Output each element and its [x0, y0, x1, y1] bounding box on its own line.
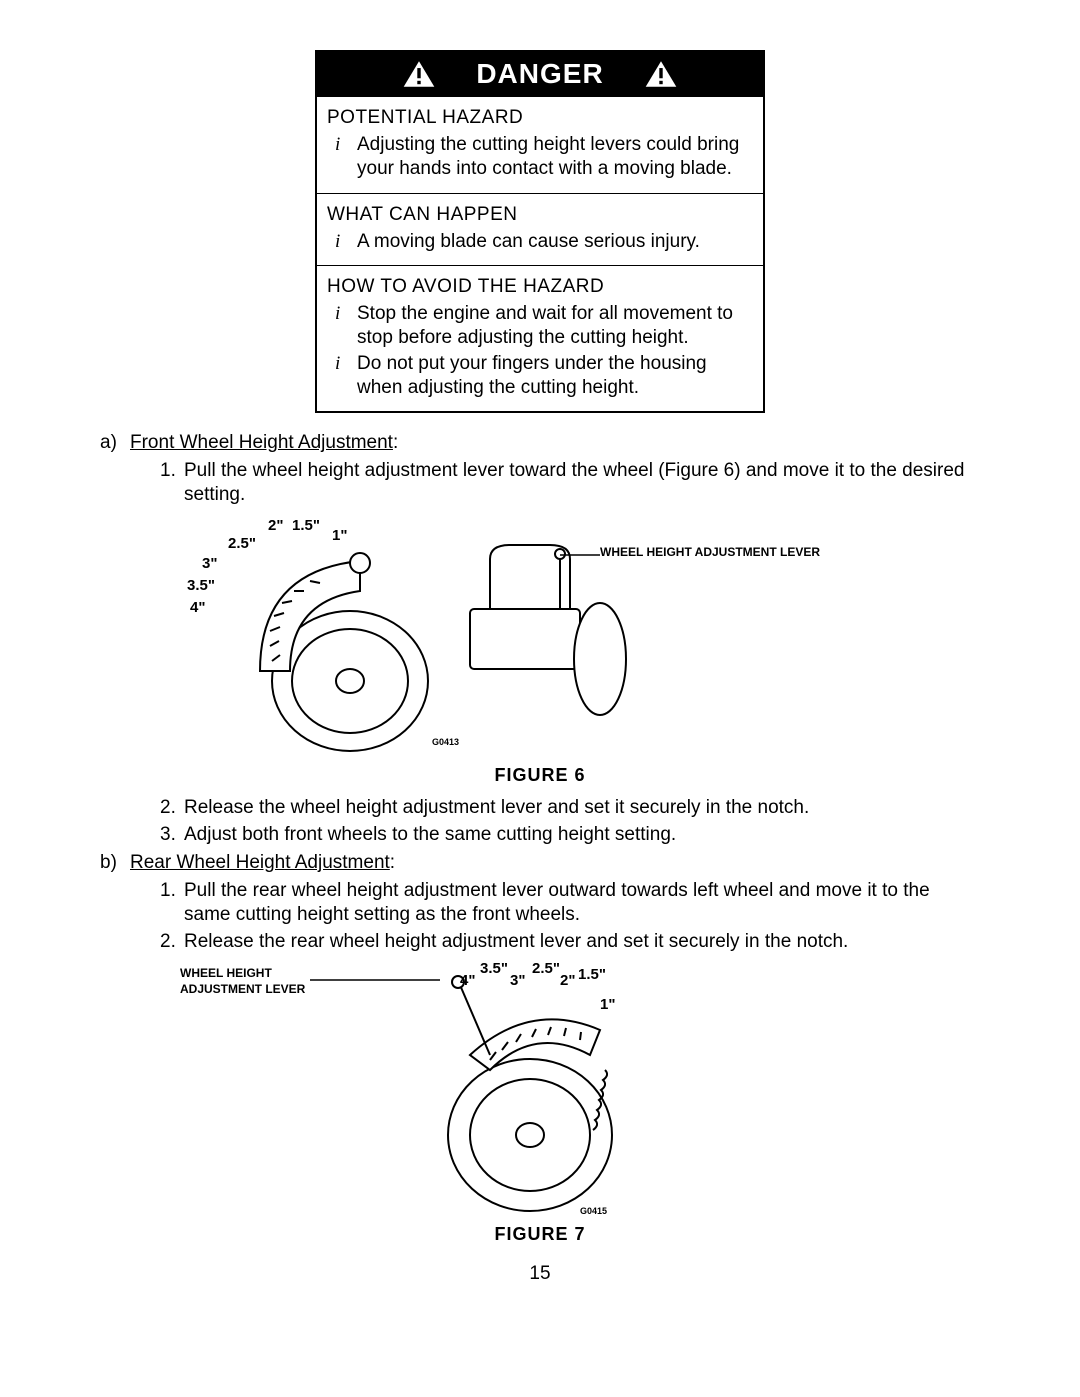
danger-box: DANGER POTENTIAL HAZARD i Adjusting the …: [315, 50, 765, 413]
manual-page: DANGER POTENTIAL HAZARD i Adjusting the …: [0, 0, 1080, 1325]
figure-6-right-drawing: [460, 539, 630, 739]
fig6-h4: 4": [190, 599, 205, 616]
fig7-code: G0415: [580, 1206, 607, 1216]
fig6-code: G0413: [432, 737, 459, 747]
figure-6-label: FIGURE 6: [100, 765, 980, 786]
warning-icon: [402, 59, 436, 89]
danger-section-title: WHAT CAN HAPPEN: [327, 204, 753, 226]
section-a-header: a) Front Wheel Height Adjustment:: [100, 431, 980, 455]
bullet-icon: i: [335, 352, 357, 400]
danger-bullet: i Adjusting the cutting height levers co…: [335, 133, 753, 181]
section-b-title: Rear Wheel Height Adjustment:: [130, 851, 395, 875]
list-marker: a): [100, 431, 130, 455]
section-a-title-text: Front Wheel Height Adjustment: [130, 432, 393, 453]
step-number: 1.: [160, 879, 184, 927]
figure-7-drawing: [420, 960, 660, 1220]
step-number: 1.: [160, 459, 184, 507]
fig7-h15: 1.5": [578, 966, 606, 983]
step-number: 3.: [160, 823, 184, 847]
step-a-2: 2. Release the wheel height adjustment l…: [160, 796, 980, 820]
fig6-h35: 3.5": [187, 577, 215, 594]
figure-6: 4" 3.5" 3" 2.5" 2" 1.5" 1" WHEEL HEIGHT: [180, 511, 800, 761]
step-number: 2.: [160, 796, 184, 820]
bullet-icon: i: [335, 302, 357, 350]
bullet-text: Adjusting the cutting height levers coul…: [357, 133, 753, 181]
danger-section-whatcan: WHAT CAN HAPPEN i A moving blade can cau…: [317, 193, 763, 266]
danger-bullet: i A moving blade can cause serious injur…: [335, 230, 753, 254]
step-text: Pull the wheel height adjustment lever t…: [184, 459, 980, 507]
bullet-icon: i: [335, 133, 357, 181]
step-text: Release the wheel height adjustment leve…: [184, 796, 809, 820]
fig6-lever-label: WHEEL HEIGHT ADJUSTMENT LEVER: [600, 545, 820, 559]
bullet-text: Do not put your fingers under the housin…: [357, 352, 753, 400]
fig6-h15: 1.5": [292, 517, 320, 534]
danger-section-title: POTENTIAL HAZARD: [327, 107, 753, 129]
fig7-h3: 3": [510, 972, 525, 989]
step-b-1: 1. Pull the rear wheel height adjustment…: [160, 879, 980, 927]
fig7-h1: 1": [600, 996, 615, 1013]
figure-7-label: FIGURE 7: [100, 1224, 980, 1245]
section-b-title-text: Rear Wheel Height Adjustment: [130, 852, 390, 873]
step-text: Pull the rear wheel height adjustment le…: [184, 879, 980, 927]
fig6-h2: 2": [268, 517, 283, 534]
step-b-2: 2. Release the rear wheel height adjustm…: [160, 930, 980, 954]
danger-title: DANGER: [476, 58, 603, 90]
step-text: Release the rear wheel height adjustment…: [184, 930, 848, 954]
list-marker: b): [100, 851, 130, 875]
step-text: Adjust both front wheels to the same cut…: [184, 823, 676, 847]
page-number: 15: [100, 1263, 980, 1285]
figure-7: WHEEL HEIGHT ADJUSTMENT LEVER 4": [180, 960, 800, 1220]
callout-line: [560, 549, 600, 561]
bullet-text: Stop the engine and wait for all movemen…: [357, 302, 753, 350]
danger-header: DANGER: [317, 52, 763, 96]
fig7-lever-l2: ADJUSTMENT LEVER: [180, 982, 305, 996]
step-a-1: 1. Pull the wheel height adjustment leve…: [160, 459, 980, 507]
section-a-title: Front Wheel Height Adjustment:: [130, 431, 398, 455]
section-b-header: b) Rear Wheel Height Adjustment:: [100, 851, 980, 875]
danger-section-avoid: HOW TO AVOID THE HAZARD i Stop the engin…: [317, 265, 763, 411]
fig6-h1: 1": [332, 527, 347, 544]
step-number: 2.: [160, 930, 184, 954]
fig7-h25: 2.5": [532, 960, 560, 977]
warning-icon: [644, 59, 678, 89]
fig6-h3: 3": [202, 555, 217, 572]
danger-bullet: i Do not put your fingers under the hous…: [335, 352, 753, 400]
figure-6-left-drawing: [210, 521, 440, 756]
danger-section-potential: POTENTIAL HAZARD i Adjusting the cutting…: [317, 96, 763, 193]
fig7-h4: 4": [460, 972, 475, 989]
step-a-3: 3. Adjust both front wheels to the same …: [160, 823, 980, 847]
danger-section-title: HOW TO AVOID THE HAZARD: [327, 276, 753, 298]
fig7-lever-l1: WHEEL HEIGHT: [180, 966, 272, 980]
fig6-h25: 2.5": [228, 535, 256, 552]
fig7-h2: 2": [560, 972, 575, 989]
fig7-h35: 3.5": [480, 960, 508, 977]
danger-bullet: i Stop the engine and wait for all movem…: [335, 302, 753, 350]
bullet-icon: i: [335, 230, 357, 254]
bullet-text: A moving blade can cause serious injury.: [357, 230, 753, 254]
